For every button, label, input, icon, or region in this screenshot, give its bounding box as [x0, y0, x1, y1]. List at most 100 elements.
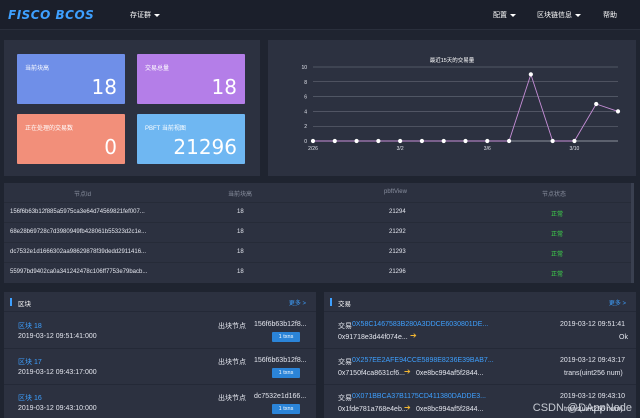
stat-value: 18: [211, 75, 237, 99]
node-id-cell: 68e28b69728c7d3980949fb428061b55323d2c1e…: [10, 229, 147, 235]
pbft-view-cell: 21294: [389, 209, 406, 215]
column-header-pbft-view: pbftView: [384, 189, 407, 195]
tx-hash-link[interactable]: 0X071BBCA37B1175CD411380DADDE3...: [352, 393, 486, 400]
stat-card-block-height: 当前块高 18: [17, 54, 125, 104]
block-list-item: 区块 16 2019-03-12 09:43:10:000 出块节点 dc753…: [4, 385, 316, 418]
stat-label: 正在处理的交易数: [25, 126, 74, 132]
tx-chart-panel: 最近15天的交易量 0 2 4 6 8 10 2/26 3/2 3/6 3/10: [268, 40, 636, 176]
y-tick-label: 10: [301, 65, 307, 71]
chevron-down-icon: [154, 13, 160, 17]
stat-label: 当前块高: [25, 66, 50, 72]
producer-node: 156f6b63b12f8...: [254, 357, 307, 364]
data-point: [376, 138, 381, 144]
block-link[interactable]: 区块 16: [18, 395, 42, 402]
block-time: 2019-03-12 09:43:17:000: [18, 369, 97, 376]
tx-label: 交易: [338, 323, 352, 330]
tx-method: trans(uint256 num): [564, 406, 623, 413]
y-tick-label: 6: [304, 95, 307, 101]
series-line: [313, 72, 619, 142]
data-point: [332, 138, 337, 144]
data-point: [398, 138, 403, 144]
tx-from: 0x1fde781a768e4eb...: [338, 406, 408, 413]
producer-label: 出块节点: [218, 395, 246, 402]
data-point: [528, 72, 533, 77]
transactions-more-link[interactable]: 更多 >: [608, 301, 626, 307]
tx-line-chart: 0 2 4 6 8 10 2/26 3/2 3/6 3/10: [301, 65, 621, 152]
block-link[interactable]: 区块 17: [18, 359, 42, 366]
node-id-cell: 156f6b63b12f885a5975ca3e64d74569821fef00…: [10, 209, 145, 215]
data-point: [419, 138, 425, 144]
chart-title: 最近15天的交易量: [429, 58, 475, 64]
chevron-down-icon: [510, 13, 516, 17]
tx-hash-link[interactable]: 0X257EE2AFE94CCE5898E8236E39BAB7...: [352, 357, 494, 364]
chain-info-dropdown-label: 区块链信息: [537, 12, 572, 19]
tx-method: Ok: [619, 334, 628, 341]
tx-from: 0x91718e3d44f074e...: [338, 334, 408, 341]
txns-button[interactable]: 1 txns: [272, 404, 300, 414]
table-row: dc7532e1d1666302aa98629878f39dedd2911416…: [4, 242, 634, 261]
blocks-more-link[interactable]: 更多 >: [288, 301, 306, 307]
transactions-card: 交易 更多 > 交易 0X58C1467583B280A3DDCE6030801…: [324, 292, 636, 418]
txns-button[interactable]: 1 txns: [272, 332, 300, 342]
stat-label: PBFT 当前视图: [145, 126, 186, 132]
watermark: CSDN @DAppNode: [532, 402, 632, 414]
txns-button[interactable]: 1 txns: [272, 368, 300, 378]
stat-card-pending-tx: 正在处理的交易数 0: [17, 114, 125, 164]
fisco-bcos-logo[interactable]: FISCO BCOS: [8, 8, 95, 22]
data-point: [506, 138, 512, 144]
data-point: [463, 138, 468, 144]
transaction-list-item: 交易 0X58C1467583B280A3DDCE6030801DE... 20…: [324, 313, 636, 349]
y-tick-label: 8: [304, 80, 307, 86]
tx-hash-link[interactable]: 0X58C1467583B280A3DDCE6030801DE...: [352, 321, 489, 328]
stat-value: 18: [91, 75, 117, 99]
help-link[interactable]: 帮助: [603, 12, 617, 19]
node-status-cell: 正常: [551, 212, 564, 218]
tx-label: 交易: [338, 395, 352, 402]
arrow-right-icon: ➔: [404, 367, 411, 376]
y-tick-label: 0: [304, 139, 307, 145]
data-point: [594, 101, 599, 107]
tx-time: 2019-03-12 09:43:17: [560, 357, 625, 364]
producer-label: 出块节点: [218, 323, 246, 330]
transaction-list-item: 交易 0X257EE2AFE94CCE5898E8236E39BAB7... 2…: [324, 349, 636, 385]
block-list-item: 区块 18 2019-03-12 09:51:41:000 出块节点 156f6…: [4, 313, 316, 349]
table-header: 节点Id 当前块高 pbftView 节点状态: [4, 183, 634, 202]
node-id-cell: dc7532e1d1666302aa98629878f39dedd2911416…: [10, 249, 147, 255]
arrow-right-icon: ➔: [410, 331, 417, 340]
top-navbar: FISCO BCOS 存证群 配置 区块链信息 帮助: [0, 0, 640, 30]
block-height-cell: 18: [237, 209, 244, 215]
stat-label: 交易总量: [145, 66, 170, 72]
producer-node: 156f6b63b12f8...: [254, 321, 307, 328]
producer-label: 出块节点: [218, 359, 246, 366]
accent-bar: [330, 298, 332, 306]
stat-card-tx-total: 交易总量 18: [137, 54, 245, 104]
x-tick-label: 3/6: [484, 146, 491, 152]
pbft-view-cell: 21296: [389, 269, 406, 275]
pbft-view-cell: 21292: [389, 229, 406, 235]
chevron-down-icon: [575, 13, 581, 17]
stats-panel: 当前块高 18 交易总量 18 正在处理的交易数 0 PBFT 当前视图 212…: [4, 40, 260, 176]
block-height-cell: 18: [237, 229, 244, 235]
table-scrollbar[interactable]: [631, 183, 634, 283]
config-dropdown[interactable]: 配置: [493, 10, 516, 20]
group-dropdown[interactable]: 存证群: [130, 10, 160, 20]
blocks-card-header: 区块 更多 >: [4, 292, 316, 312]
block-height-cell: 18: [237, 249, 244, 255]
chain-info-dropdown[interactable]: 区块链信息: [537, 10, 581, 20]
transaction-list-item: 交易 0X071BBCA37B1175CD411380DADDE3... 201…: [324, 385, 636, 418]
node-status-cell: 正常: [551, 272, 564, 278]
tx-to: 0xe8bc994af5f2844...: [416, 370, 484, 377]
node-id-cell: 55997bd9402ca0a341242478c106ff7753e79bac…: [10, 269, 148, 275]
y-tick-label: 4: [304, 109, 307, 115]
accent-bar: [10, 298, 12, 306]
x-tick-label: 2/26: [308, 146, 318, 152]
block-link[interactable]: 区块 18: [18, 323, 42, 330]
data-point: [310, 138, 316, 144]
block-list-item: 区块 17 2019-03-12 09:43:17:000 出块节点 156f6…: [4, 349, 316, 385]
data-point: [550, 138, 555, 144]
stat-card-pbft-view: PBFT 当前视图 21296: [137, 114, 245, 164]
table-row: 156f6b63b12f885a5975ca3e64d74569821fef00…: [4, 202, 634, 221]
block-time: 2019-03-12 09:51:41:000: [18, 333, 97, 340]
tx-to: 0xe8bc994af5f2844...: [416, 406, 484, 413]
pbft-view-cell: 21293: [389, 249, 406, 255]
